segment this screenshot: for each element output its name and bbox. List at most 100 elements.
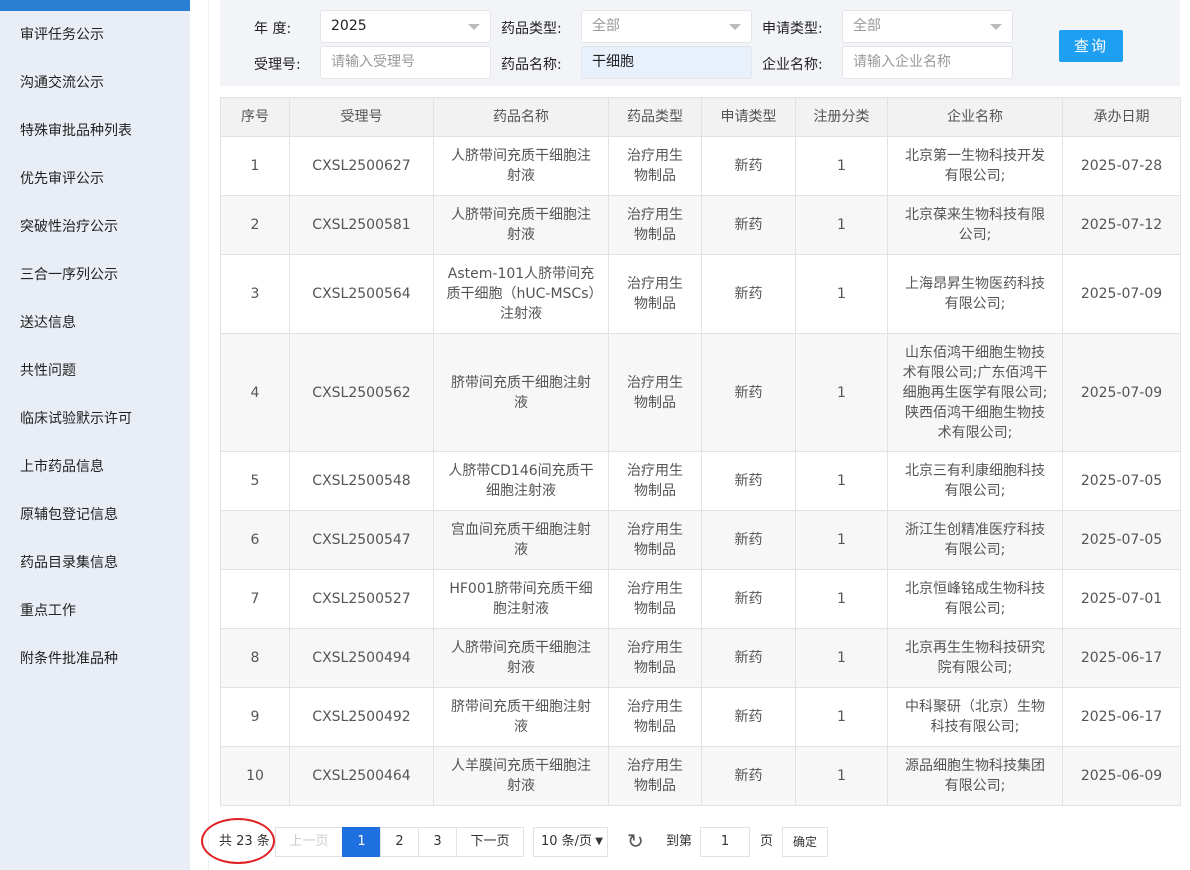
table-cell: 新药 [701,254,796,334]
table-cell: 1 [220,136,290,196]
table-cell: 新药 [701,628,796,688]
table-cell: Astem-101人脐带间充质干细胞（hUC-MSCs）注射液 [433,254,609,334]
goto-page-input[interactable]: 1 [700,827,750,857]
accept-no-label: 受理号: [254,57,301,73]
table-cell: CXSL2500564 [289,254,434,334]
table-cell: 9 [220,687,290,747]
column-header: 药品类型 [608,97,702,137]
column-header: 药品名称 [433,97,609,137]
page-2-button[interactable]: 2 [380,827,419,857]
table-cell: 北京第一生物科技开发有限公司; [887,136,1063,196]
sidebar-item[interactable]: 优先审评公示 [20,171,104,187]
table-cell: CXSL2500547 [289,510,434,570]
table-cell: CXSL2500492 [289,687,434,747]
sidebar-item[interactable]: 附条件批准品种 [20,651,118,667]
column-header: 受理号 [289,97,434,137]
sidebar-item[interactable]: 沟通交流公示 [20,75,104,91]
table-cell: 人脐带间充质干细胞注射液 [433,195,609,255]
table-cell: 新药 [701,136,796,196]
drug-name-input[interactable]: 干细胞 [581,46,752,79]
drug-type-value: 全部 [592,18,620,34]
table-cell: CXSL2500548 [289,451,434,511]
table-cell: 源品细胞生物科技集团有限公司; [887,746,1063,806]
next-page-button[interactable]: 下一页 [456,827,524,857]
sidebar-item[interactable]: 特殊审批品种列表 [20,123,132,139]
table-cell: 1 [795,254,888,334]
table-row: 8 CXSL2500494 人脐带间充质干细胞注射液 治疗用生物制品 新药 1 北京再生生物… [220,628,1181,688]
year-select[interactable]: 2025 [320,10,491,43]
table-cell: 8 [220,628,290,688]
table-cell: 新药 [701,510,796,570]
year-value: 2025 [331,18,367,34]
page-3-button[interactable]: 3 [418,827,457,857]
prev-page-button[interactable]: 上一页 [275,827,343,857]
table-row: 4 CXSL2500562 脐带间充质干细胞注射液 治疗用生物制品 新药 1 山东佰鸿干细胞… [220,333,1181,452]
table-cell: CXSL2500627 [289,136,434,196]
sidebar-item[interactable]: 上市药品信息 [20,459,104,475]
table-cell: HF001脐带间充质干细胞注射液 [433,569,609,629]
sidebar-item[interactable]: 临床试验默示许可 [20,411,132,427]
sidebar-item[interactable]: 重点工作 [20,603,76,619]
page-unit-label: 页 [760,834,774,849]
table-cell: 7 [220,569,290,629]
sidebar-item[interactable]: 共性问题 [20,363,76,379]
apply-type-select[interactable]: 全部 [842,10,1013,43]
accept-no-input[interactable]: 请输入受理号 [320,46,491,79]
sidebar-item[interactable]: 三合一序列公示 [20,267,118,283]
sidebar-item[interactable]: 审评任务公示 [20,27,104,43]
sidebar-item[interactable]: 药品目录集信息 [20,555,118,571]
page-size-value: 10 条/页 [541,834,593,849]
table-cell: 人脐带间充质干细胞注射液 [433,136,609,196]
sidebar-item[interactable]: 送达信息 [20,315,76,331]
table-cell: 脐带间充质干细胞注射液 [433,687,609,747]
table-cell: 人羊膜间充质干细胞注射液 [433,746,609,806]
results-table: 序号 受理号 药品名称 药品类型 申请类型 注册分类 企业名称 承办日期 1 CXSL25006… [220,97,1181,806]
sidebar-item[interactable]: 突破性治疗公示 [20,219,118,235]
table-cell: 治疗用生物制品 [608,195,702,255]
table-cell: 1 [795,136,888,196]
table-cell: 2025-07-01 [1062,569,1181,629]
table-cell: 5 [220,451,290,511]
table-cell: 上海昂昇生物医药科技有限公司; [887,254,1063,334]
table-cell: 治疗用生物制品 [608,746,702,806]
table-cell: 2025-06-17 [1062,687,1181,747]
apply-type-value: 全部 [853,18,881,34]
page-size-select[interactable]: 10 条/页 ▼ [533,827,608,857]
drug-type-select[interactable]: 全部 [581,10,752,43]
table-row: 5 CXSL2500548 人脐带CD146间充质干细胞注射液 治疗用生物制品 新药 1 北… [220,451,1181,511]
table-cell: 1 [795,195,888,255]
refresh-icon[interactable]: ↻ [627,829,644,853]
table-cell: 治疗用生物制品 [608,687,702,747]
table-row: 1 CXSL2500627 人脐带间充质干细胞注射液 治疗用生物制品 新药 1 北京第一生物… [220,136,1181,196]
table-cell: 治疗用生物制品 [608,628,702,688]
page-1-button[interactable]: 1 [342,827,381,857]
goto-label: 到第 [666,834,693,849]
company-input[interactable]: 请输入企业名称 [842,46,1013,79]
table-cell: 治疗用生物制品 [608,451,702,511]
table-cell: 2025-07-05 [1062,451,1181,511]
table-cell: 新药 [701,333,796,452]
table-cell: 山东佰鸿干细胞生物技术有限公司;广东佰鸿干细胞再生医学有限公司;陕西佰鸿干细胞生… [887,333,1063,452]
table-cell: CXSL2500527 [289,569,434,629]
sidebar-item[interactable]: 原辅包登记信息 [20,507,118,523]
table-row: 10 CXSL2500464 人羊膜间充质干细胞注射液 治疗用生物制品 新药 1 源品细胞生… [220,746,1181,806]
table-cell: 人脐带间充质干细胞注射液 [433,628,609,688]
goto-confirm-button[interactable]: 确定 [782,827,828,857]
query-button[interactable]: 查询 [1059,30,1123,62]
sidebar: 审评任务公示 沟通交流公示特殊审批品种列表 优先审评公示 突破性治疗公示 三合一序列公示… [0,0,190,870]
drug-type-label: 药品类型: [501,21,562,37]
table-cell: 1 [795,451,888,511]
divider [208,0,209,870]
table-cell: 治疗用生物制品 [608,254,702,334]
table-cell: 治疗用生物制品 [608,333,702,452]
table-cell: 1 [795,333,888,452]
table-cell: 宫血间充质干细胞注射液 [433,510,609,570]
table-cell: 新药 [701,195,796,255]
sidebar-active-bar [0,0,190,11]
table-cell: 人脐带CD146间充质干细胞注射液 [433,451,609,511]
table-cell: 6 [220,510,290,570]
table-cell: 2025-07-12 [1062,195,1181,255]
table-cell: 2025-07-09 [1062,333,1181,452]
filter-panel: 年 度: 2025 药品类型: 全部 申请类型: 全部 受理号: 请输入受理号 … [220,0,1180,86]
table-cell: 北京葆来生物科技有限公司; [887,195,1063,255]
